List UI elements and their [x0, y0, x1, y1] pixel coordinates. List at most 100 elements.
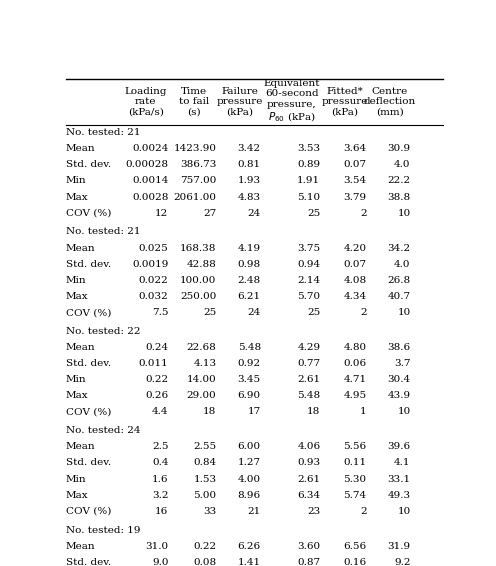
- Text: Mean: Mean: [66, 144, 95, 153]
- Text: 4.19: 4.19: [238, 243, 261, 252]
- Text: Max: Max: [66, 292, 88, 301]
- Text: 38.6: 38.6: [387, 343, 411, 352]
- Text: 0.07: 0.07: [343, 260, 367, 269]
- Text: 2061.00: 2061.00: [174, 192, 217, 201]
- Text: 1: 1: [360, 408, 367, 417]
- Text: 30.9: 30.9: [387, 144, 411, 153]
- Text: Mean: Mean: [66, 343, 95, 352]
- Text: 6.21: 6.21: [238, 292, 261, 301]
- Text: 31.0: 31.0: [145, 542, 169, 551]
- Text: 0.92: 0.92: [238, 359, 261, 368]
- Text: 2.61: 2.61: [297, 375, 320, 384]
- Text: 33.1: 33.1: [387, 474, 411, 483]
- Text: 10: 10: [397, 507, 411, 516]
- Text: COV (%): COV (%): [66, 209, 111, 218]
- Text: 25: 25: [307, 209, 320, 218]
- Text: 9.0: 9.0: [152, 558, 169, 566]
- Text: 0.26: 0.26: [145, 391, 169, 400]
- Text: 0.032: 0.032: [139, 292, 169, 301]
- Text: 17: 17: [248, 408, 261, 417]
- Text: 4.83: 4.83: [238, 192, 261, 201]
- Text: 3.42: 3.42: [238, 144, 261, 153]
- Text: 0.94: 0.94: [297, 260, 320, 269]
- Text: 2.5: 2.5: [152, 442, 169, 451]
- Text: 0.11: 0.11: [343, 458, 367, 468]
- Text: 29.00: 29.00: [187, 391, 217, 400]
- Text: 34.2: 34.2: [387, 243, 411, 252]
- Text: 0.77: 0.77: [297, 359, 320, 368]
- Text: 386.73: 386.73: [180, 160, 217, 169]
- Text: 24: 24: [248, 209, 261, 218]
- Text: 7.5: 7.5: [152, 308, 169, 317]
- Text: Max: Max: [66, 192, 88, 201]
- Text: 2.14: 2.14: [297, 276, 320, 285]
- Text: 1.41: 1.41: [238, 558, 261, 566]
- Text: 6.34: 6.34: [297, 491, 320, 500]
- Text: 3.60: 3.60: [297, 542, 320, 551]
- Text: 0.08: 0.08: [193, 558, 217, 566]
- Text: 0.025: 0.025: [139, 243, 169, 252]
- Text: 30.4: 30.4: [387, 375, 411, 384]
- Text: 3.53: 3.53: [297, 144, 320, 153]
- Text: 6.26: 6.26: [238, 542, 261, 551]
- Text: 4.06: 4.06: [297, 442, 320, 451]
- Text: Time
to fail
(s): Time to fail (s): [179, 87, 209, 117]
- Text: 27: 27: [203, 209, 217, 218]
- Text: 0.07: 0.07: [343, 160, 367, 169]
- Text: 2.48: 2.48: [238, 276, 261, 285]
- Text: 14.00: 14.00: [187, 375, 217, 384]
- Text: 5.74: 5.74: [343, 491, 367, 500]
- Text: No. tested: 22: No. tested: 22: [66, 327, 140, 336]
- Text: 22.2: 22.2: [387, 177, 411, 186]
- Text: 43.9: 43.9: [387, 391, 411, 400]
- Text: 16: 16: [155, 507, 169, 516]
- Text: 5.48: 5.48: [238, 343, 261, 352]
- Text: 3.45: 3.45: [238, 375, 261, 384]
- Text: 6.90: 6.90: [238, 391, 261, 400]
- Text: Std. dev.: Std. dev.: [66, 458, 111, 468]
- Text: 0.22: 0.22: [193, 542, 217, 551]
- Text: 0.00028: 0.00028: [125, 160, 169, 169]
- Text: 1.53: 1.53: [193, 474, 217, 483]
- Text: 24: 24: [248, 308, 261, 317]
- Text: 4.0: 4.0: [394, 260, 411, 269]
- Text: 250.00: 250.00: [180, 292, 217, 301]
- Text: 2: 2: [360, 308, 367, 317]
- Text: 2: 2: [360, 507, 367, 516]
- Text: Fitted*
pressure
(kPa): Fitted* pressure (kPa): [321, 87, 368, 117]
- Text: 0.0019: 0.0019: [132, 260, 169, 269]
- Text: 5.30: 5.30: [343, 474, 367, 483]
- Text: 4.95: 4.95: [343, 391, 367, 400]
- Text: 4.29: 4.29: [297, 343, 320, 352]
- Text: 10: 10: [397, 308, 411, 317]
- Text: 5.00: 5.00: [193, 491, 217, 500]
- Text: 38.8: 38.8: [387, 192, 411, 201]
- Text: 5.10: 5.10: [297, 192, 320, 201]
- Text: 0.4: 0.4: [152, 458, 169, 468]
- Text: 18: 18: [307, 408, 320, 417]
- Text: 12: 12: [155, 209, 169, 218]
- Text: 4.00: 4.00: [238, 474, 261, 483]
- Text: 9.2: 9.2: [394, 558, 411, 566]
- Text: 0.89: 0.89: [297, 160, 320, 169]
- Text: 31.9: 31.9: [387, 542, 411, 551]
- Text: 2.61: 2.61: [297, 474, 320, 483]
- Text: COV (%): COV (%): [66, 408, 111, 417]
- Text: Mean: Mean: [66, 243, 95, 252]
- Text: 6.56: 6.56: [343, 542, 367, 551]
- Text: Min: Min: [66, 375, 86, 384]
- Text: Mean: Mean: [66, 542, 95, 551]
- Text: 0.84: 0.84: [193, 458, 217, 468]
- Text: Std. dev.: Std. dev.: [66, 558, 111, 566]
- Text: Std. dev.: Std. dev.: [66, 359, 111, 368]
- Text: COV (%): COV (%): [66, 308, 111, 317]
- Text: 1423.90: 1423.90: [174, 144, 217, 153]
- Text: 757.00: 757.00: [180, 177, 217, 186]
- Text: 49.3: 49.3: [387, 491, 411, 500]
- Text: 2.55: 2.55: [193, 442, 217, 451]
- Text: Centre
deflection
(mm): Centre deflection (mm): [364, 87, 416, 117]
- Text: 4.1: 4.1: [394, 458, 411, 468]
- Text: 5.48: 5.48: [297, 391, 320, 400]
- Text: 33: 33: [203, 507, 217, 516]
- Text: 4.34: 4.34: [343, 292, 367, 301]
